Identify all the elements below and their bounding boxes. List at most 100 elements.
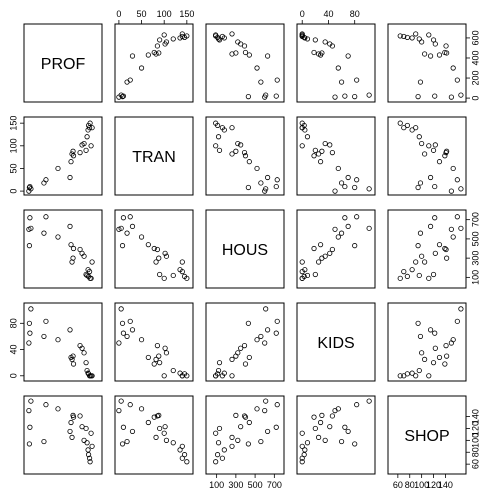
data-point: [156, 353, 162, 359]
data-point: [404, 122, 410, 129]
data-point: [422, 51, 428, 57]
data-point: [68, 354, 74, 361]
data-point: [138, 406, 145, 412]
data-point: [163, 350, 170, 356]
data-point: [354, 177, 360, 183]
data-point: [154, 43, 160, 49]
data-point: [162, 345, 168, 351]
data-point: [85, 452, 92, 458]
data-point: [229, 51, 235, 57]
data-point: [352, 243, 358, 249]
data-point: [77, 343, 83, 349]
data-point: [416, 367, 422, 374]
data-point: [81, 350, 87, 356]
data-point: [79, 424, 85, 430]
data-point: [352, 441, 358, 447]
data-point: [28, 398, 34, 404]
data-point: [170, 367, 176, 374]
data-point: [213, 143, 219, 149]
panel-tran-vs-prof: [23, 116, 103, 196]
data-point: [338, 79, 345, 85]
data-point: [404, 273, 410, 280]
variable-label-hous: HOUS: [222, 242, 268, 259]
data-point: [177, 447, 183, 453]
data-point: [422, 151, 428, 157]
variable-label-prof: PROF: [41, 56, 86, 73]
data-point: [316, 434, 322, 440]
panel-frame: [387, 116, 467, 196]
tick-label: 50: [8, 163, 18, 173]
panel-kids-vs-hous: [205, 302, 285, 382]
data-point: [262, 408, 268, 414]
panel-frame: [296, 395, 376, 475]
data-point: [68, 242, 74, 248]
data-point: [299, 143, 305, 149]
data-point: [214, 452, 221, 458]
tick-label: 0: [116, 9, 121, 19]
data-point: [311, 49, 317, 56]
data-point: [338, 438, 345, 445]
data-point: [273, 183, 279, 190]
data-point: [238, 345, 244, 351]
data-point: [319, 412, 325, 418]
panel-kids-vs-tran: [114, 302, 194, 382]
panel-frame: [296, 116, 376, 196]
data-point: [317, 159, 324, 165]
data-point: [417, 79, 424, 85]
data-point: [229, 125, 235, 131]
data-point: [335, 234, 341, 240]
data-point: [157, 37, 163, 43]
data-point: [258, 180, 264, 186]
data-point: [415, 94, 421, 100]
data-point: [245, 320, 251, 326]
data-point: [312, 425, 318, 432]
data-point: [454, 177, 460, 183]
data-point: [345, 174, 351, 181]
data-point: [170, 440, 176, 446]
data-point: [157, 271, 163, 278]
data-point: [302, 35, 308, 41]
data-point: [264, 428, 271, 435]
data-point: [258, 438, 264, 445]
data-point: [409, 267, 415, 273]
data-point: [84, 134, 90, 140]
data-point: [342, 424, 348, 430]
data-point: [342, 93, 348, 99]
data-point: [43, 214, 49, 220]
data-point: [151, 414, 157, 420]
data-point: [70, 361, 77, 367]
data-point: [242, 49, 249, 56]
data-point: [116, 94, 122, 100]
data-point: [273, 93, 279, 99]
panel-frame: [23, 395, 103, 475]
data-point: [67, 223, 73, 229]
data-point: [332, 226, 338, 232]
data-point: [416, 36, 422, 42]
data-point: [322, 437, 328, 443]
data-point: [332, 94, 338, 100]
data-point: [443, 343, 449, 349]
panel-frame: [387, 209, 467, 289]
panel-frame: [114, 302, 194, 382]
data-point: [55, 234, 61, 240]
data-point: [352, 94, 358, 100]
data-point: [274, 318, 280, 324]
tick-label: 0: [8, 373, 18, 378]
data-point: [216, 360, 223, 366]
data-point: [69, 259, 75, 265]
data-point: [450, 65, 456, 71]
data-point: [417, 180, 424, 186]
data-point: [258, 333, 264, 340]
data-point: [417, 333, 424, 340]
data-point: [161, 430, 167, 436]
tick-label: 300: [470, 251, 480, 266]
data-point: [68, 159, 74, 165]
data-point: [426, 32, 432, 38]
data-point: [41, 230, 47, 236]
data-point: [124, 333, 130, 340]
data-point: [233, 148, 239, 154]
data-point: [413, 31, 419, 37]
data-point: [170, 36, 176, 42]
tick-label: 100: [470, 433, 480, 448]
